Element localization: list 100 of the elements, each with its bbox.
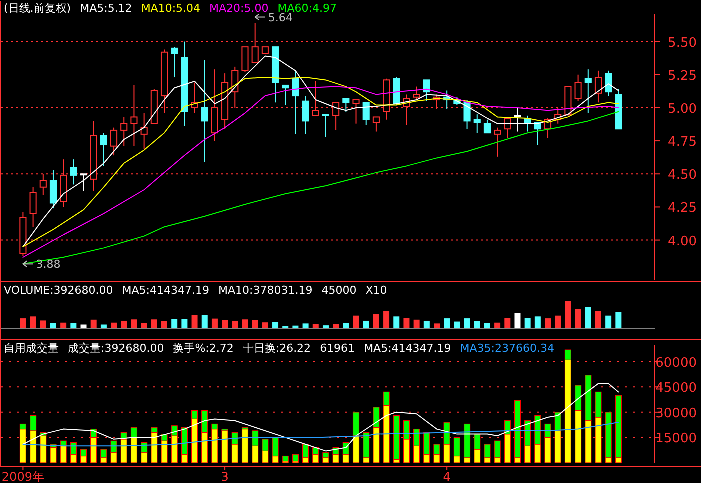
annotation: 3.88: [36, 258, 61, 272]
candlestick: [584, 69, 592, 114]
text: MA5:414347.19: [364, 342, 452, 355]
bar: [534, 316, 541, 328]
annotation: 5.64: [268, 11, 293, 24]
bar: [524, 318, 531, 328]
bar: [70, 323, 77, 328]
candlestick: [302, 96, 310, 135]
bar: [162, 321, 168, 328]
annotation: 十日换:26.22: [242, 342, 312, 355]
bar: [242, 320, 248, 328]
bar: [121, 320, 128, 328]
bar: [302, 324, 309, 328]
x-tick-label: 3: [221, 470, 229, 483]
text: MA10:378031.19: [218, 284, 313, 297]
bar: [394, 316, 400, 328]
bar: [40, 436, 47, 464]
y-tick-label: 4.25: [668, 201, 697, 216]
candlestick: [574, 74, 582, 102]
bar: [100, 324, 107, 328]
bar: [555, 316, 562, 328]
y-tick-label: 5.25: [668, 68, 697, 84]
y-tick-label: 30000: [656, 406, 697, 422]
bar: [272, 322, 279, 328]
bar: [222, 320, 228, 328]
bar: [90, 320, 97, 328]
bar: [616, 312, 622, 328]
candlestick: [594, 70, 602, 104]
bar: [282, 456, 289, 462]
bar: [393, 416, 400, 460]
candlestick: [181, 41, 188, 127]
bar: [192, 315, 198, 328]
bar: [151, 320, 158, 328]
bar: [363, 320, 370, 328]
annotation: 61961: [320, 342, 356, 355]
text: X10: [366, 284, 388, 297]
bar: [444, 318, 450, 328]
bar: [353, 316, 360, 328]
bar: [182, 319, 188, 328]
bar: [494, 322, 501, 328]
bar: [545, 318, 552, 328]
candlestick: [140, 112, 148, 150]
bar: [414, 320, 420, 328]
chart-title: 自用成交量: [4, 342, 59, 355]
bar: [252, 320, 258, 328]
y-tick-label: 4.50: [668, 168, 697, 184]
bar: [404, 318, 410, 328]
bar: [434, 324, 440, 328]
bar: [333, 324, 340, 328]
line-series: [22, 383, 620, 452]
candlestick: [100, 132, 108, 167]
bar: [40, 320, 46, 328]
bar: [484, 323, 490, 328]
chart-title: (日线.前复权): [4, 2, 72, 15]
bar: [585, 307, 592, 328]
bar: [454, 322, 460, 328]
y-tick-label: 5.00: [668, 102, 697, 117]
bar: [111, 322, 118, 328]
text: MA10:5.04: [141, 2, 201, 15]
y-tick-label: 4.00: [668, 234, 697, 250]
y-tick-label: 4.75: [668, 135, 697, 150]
bar: [141, 323, 148, 328]
bar: [464, 318, 470, 328]
y-tick-label: 60000: [656, 356, 697, 371]
bar: [575, 309, 582, 328]
bar: [474, 321, 480, 328]
bar: [242, 428, 249, 464]
bar: [60, 322, 67, 328]
x-tick-label: 2009年: [2, 470, 44, 483]
candlestick: [201, 60, 208, 163]
text: MA5:414347.19: [122, 284, 210, 297]
bar: [212, 318, 218, 328]
y-tick-label: 5.50: [668, 36, 697, 51]
text: MA20:5.00: [210, 2, 269, 15]
bar: [172, 319, 178, 328]
bar: [373, 314, 380, 328]
text: MA5:5.12: [80, 2, 132, 15]
bar: [202, 315, 208, 328]
annotation: 成交量:392680.00: [68, 342, 164, 355]
text: 45000: [322, 284, 357, 297]
bar: [424, 320, 430, 328]
bar: [232, 320, 238, 328]
bar: [50, 323, 56, 328]
bar: [606, 316, 612, 328]
candlestick: [474, 114, 481, 134]
text: MA35:237660.34: [460, 342, 554, 355]
bar: [312, 324, 319, 328]
bar: [80, 324, 87, 328]
bar: [222, 430, 228, 464]
x-tick-label: 4: [443, 470, 451, 483]
bar: [504, 318, 511, 328]
candlestick: [120, 116, 128, 147]
line-series: [22, 422, 620, 447]
bar: [343, 323, 350, 328]
chart-title: VOLUME:392680.00: [4, 284, 114, 297]
bar: [384, 310, 390, 328]
bar: [50, 448, 57, 464]
y-tick-label: 15000: [656, 432, 697, 447]
bar: [30, 316, 36, 328]
bar: [514, 313, 521, 328]
